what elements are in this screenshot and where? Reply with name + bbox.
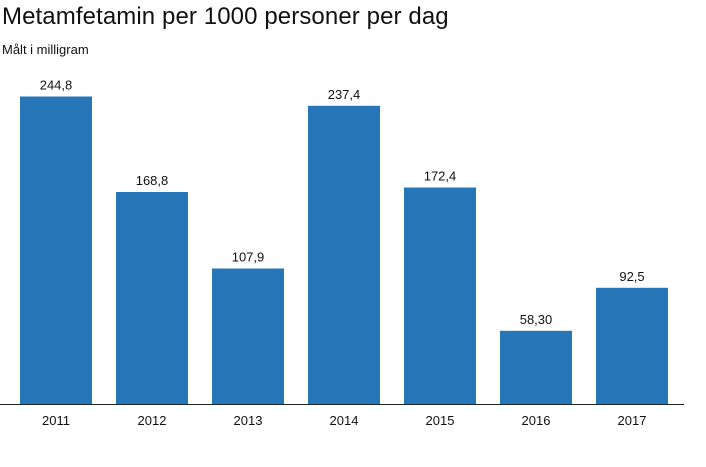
- bar-value-label-2012: 168,8: [136, 173, 169, 188]
- chart-subtitle: Målt i milligram: [2, 42, 89, 57]
- bar-value-label-2013: 107,9: [232, 250, 265, 265]
- bar-2013: [212, 268, 284, 404]
- x-tick-label-2011: 2011: [42, 413, 70, 428]
- bar-value-label-2014: 237,4: [328, 87, 361, 102]
- bar-2014: [308, 105, 380, 405]
- bar-2015: [404, 187, 476, 404]
- bar-labels-group: 244,8 168,8 107,9 237,4 172,4 58,30 92,5: [40, 78, 645, 327]
- x-tick-label-2017: 2017: [618, 413, 647, 428]
- x-tick-label-2014: 2014: [330, 413, 359, 428]
- bars-group: [20, 96, 668, 405]
- bar-2011: [20, 96, 92, 404]
- bar-value-label-2011: 244,8: [40, 78, 73, 93]
- x-tick-label-2016: 2016: [522, 413, 551, 428]
- x-tick-label-2015: 2015: [426, 413, 455, 428]
- bar-2012: [116, 192, 188, 404]
- bar-2017: [596, 287, 668, 404]
- bar-2016: [500, 330, 572, 404]
- bar-value-label-2016: 58,30: [520, 312, 553, 327]
- x-tick-label-2012: 2012: [138, 413, 167, 428]
- chart-title: Metamfetamin per 1000 personer per dag: [2, 3, 449, 30]
- bar-value-label-2015: 172,4: [424, 169, 457, 184]
- bar-value-label-2017: 92,5: [619, 269, 644, 284]
- x-tick-label-2013: 2013: [234, 413, 263, 428]
- x-tick-labels-group: 2011 2012 2013 2014 2015 2016 2017: [42, 413, 646, 428]
